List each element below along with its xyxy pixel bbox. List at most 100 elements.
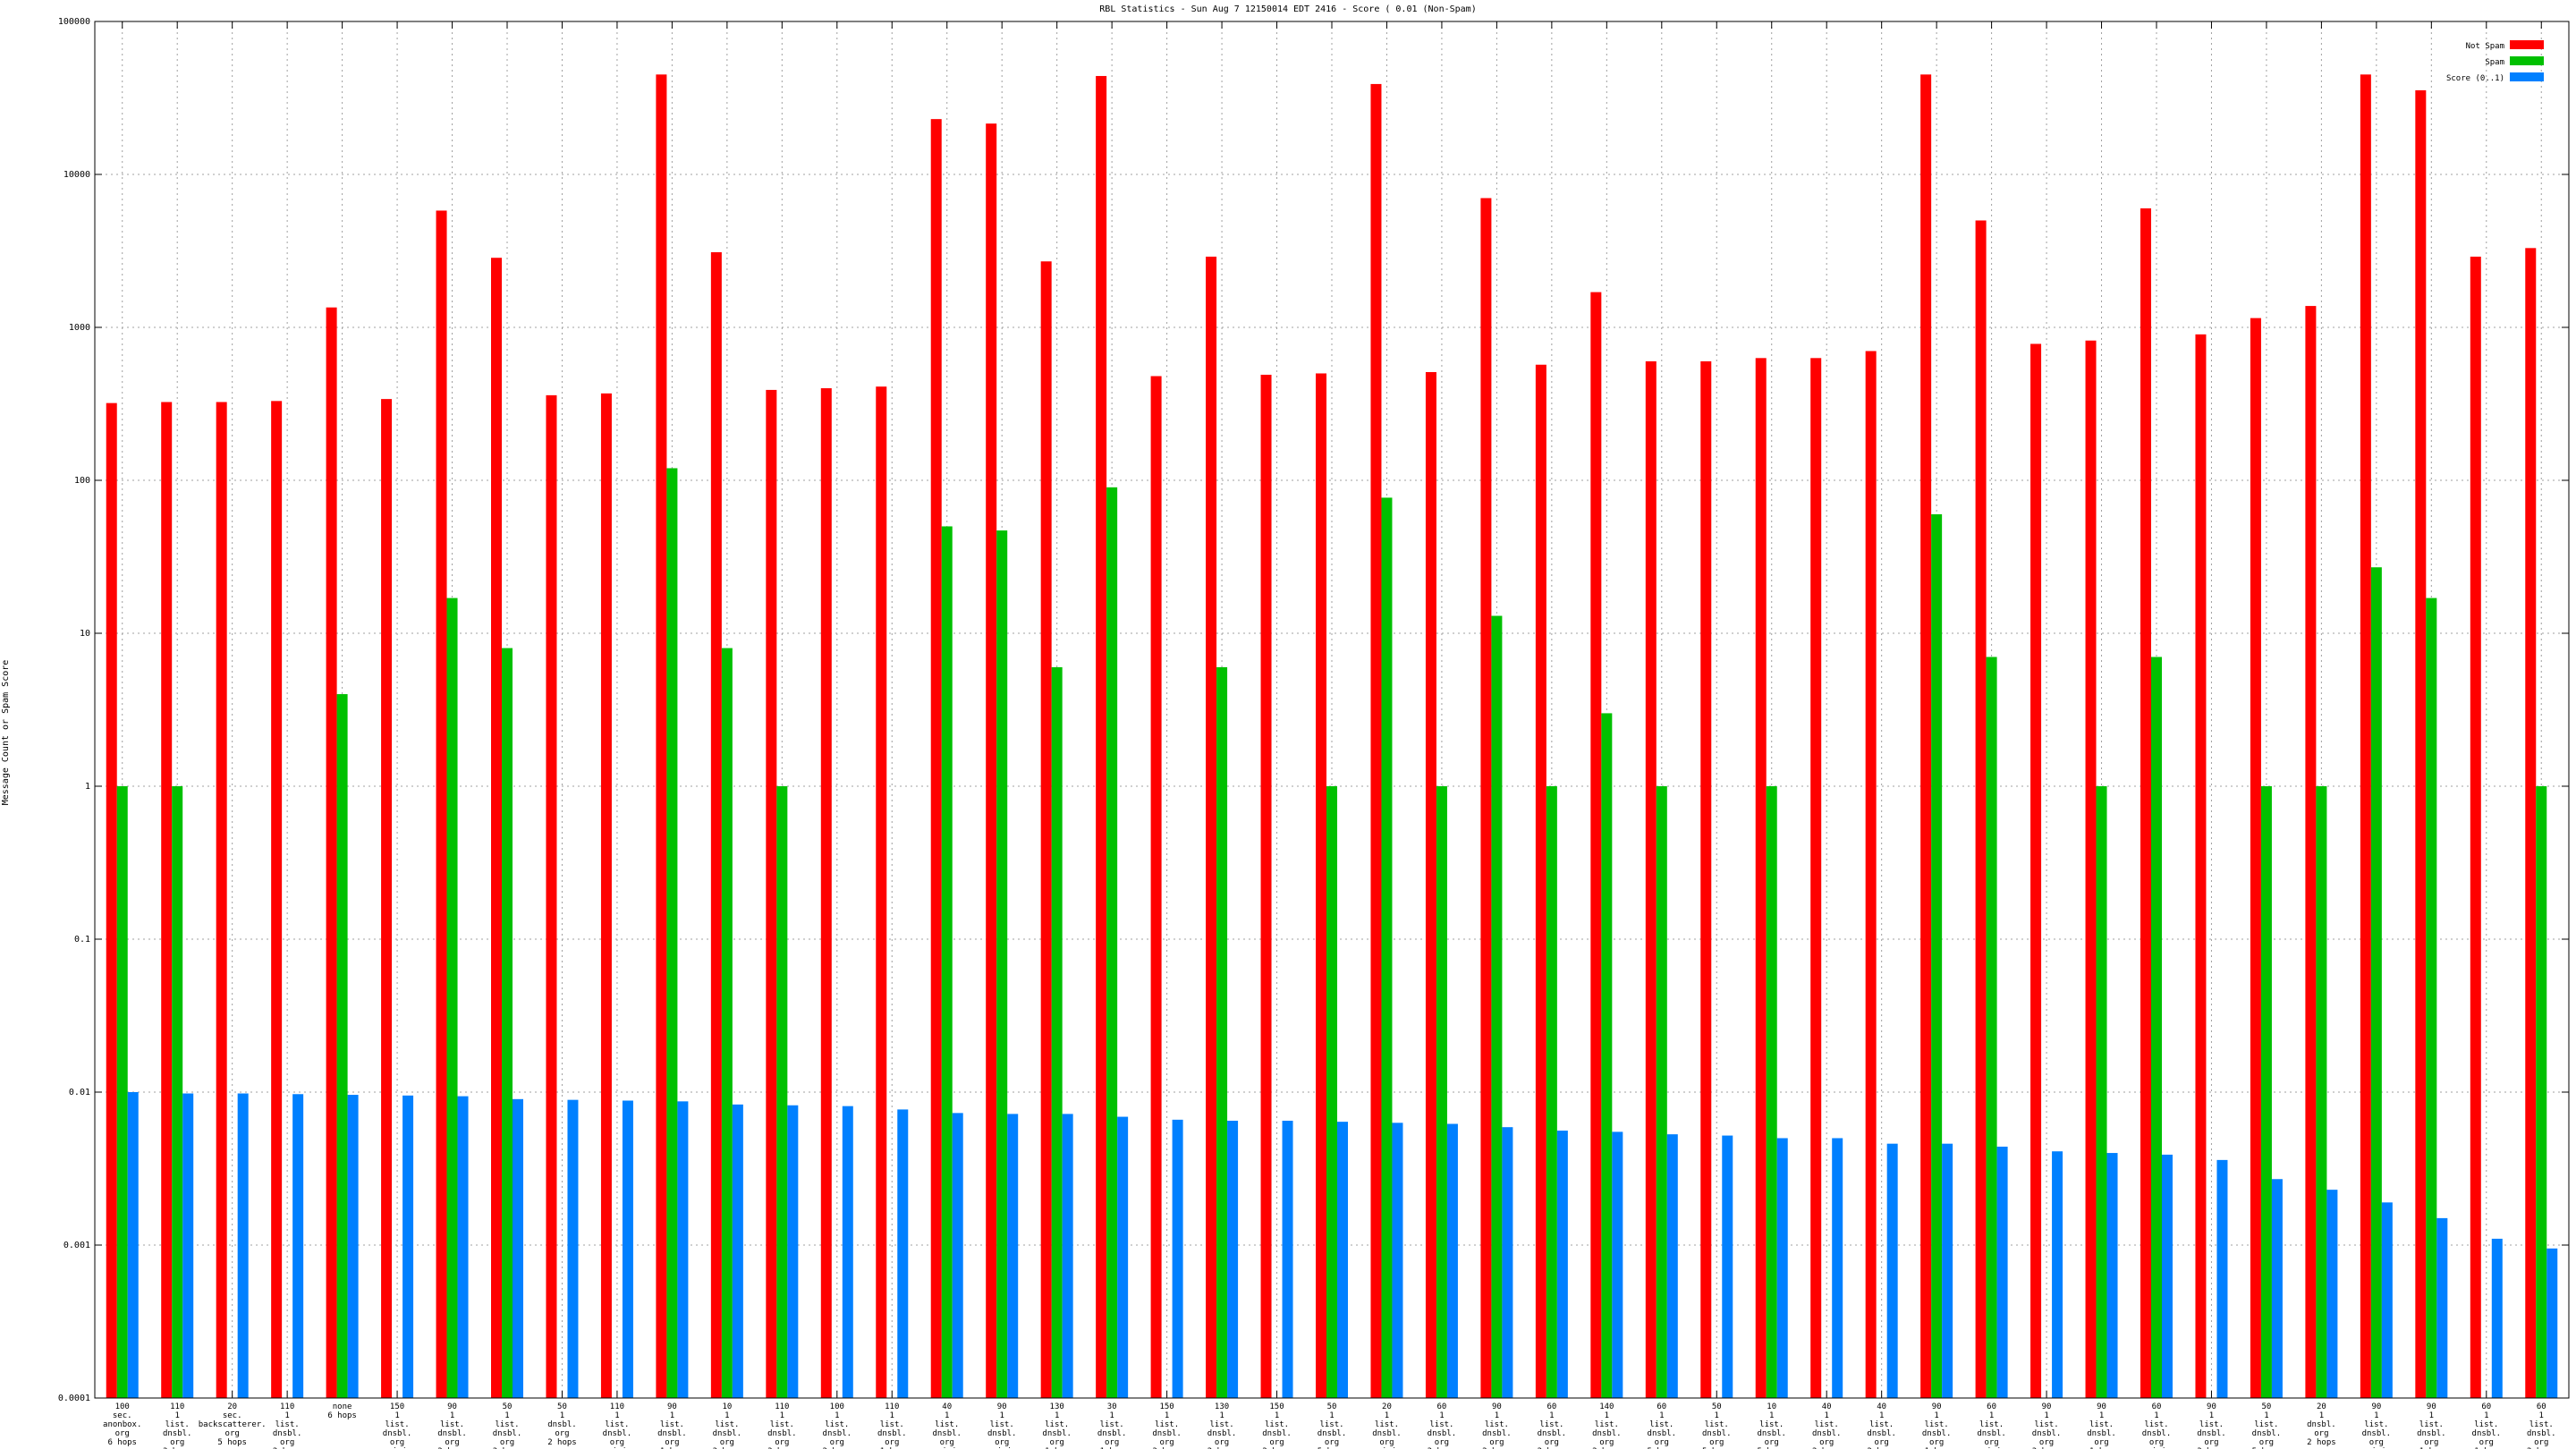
bar-score [1722, 1135, 1733, 1398]
bar-spam [1491, 615, 1503, 1398]
bar-not-spam [1040, 261, 1052, 1398]
bar-score [1117, 1116, 1129, 1398]
bar-not-spam [1425, 372, 1436, 1398]
y-tick-label: 0.0001 [58, 1394, 90, 1403]
bar-score [1556, 1131, 1568, 1398]
legend-not-spam-label: Not Spam [2466, 42, 2504, 51]
bar-spam [1381, 497, 1393, 1398]
y-tick-label: 0.001 [64, 1241, 90, 1250]
bar-score [1996, 1146, 2008, 1398]
bar-not-spam [1206, 256, 1217, 1398]
bar-not-spam [2415, 89, 2427, 1399]
bar-score [513, 1098, 523, 1398]
bar-score [1007, 1114, 1019, 1398]
bar-not-spam [2470, 256, 2481, 1398]
bar-not-spam [161, 402, 173, 1398]
bar-spam [2370, 567, 2382, 1398]
bars [106, 74, 2558, 1399]
x-category-label: 100 sec. anonbox. org 6 hops [103, 1402, 141, 1447]
bar-not-spam [271, 401, 283, 1398]
bar-not-spam [2525, 248, 2537, 1398]
bar-spam [172, 786, 183, 1398]
bar-score [1227, 1120, 1239, 1398]
bar-score [1776, 1138, 1788, 1398]
bar-score [1612, 1131, 1623, 1398]
bar-spam [1546, 786, 1557, 1398]
bar-not-spam [2085, 340, 2097, 1399]
bar-not-spam [546, 394, 557, 1398]
bar-score [787, 1105, 799, 1398]
legend-not-spam-swatch [2510, 40, 2544, 49]
bar-not-spam [2195, 334, 2207, 1399]
bar-score [2546, 1248, 2558, 1398]
bar-score [567, 1099, 579, 1398]
legend-spam-label: Spam [2485, 58, 2504, 67]
bar-not-spam [1480, 198, 1492, 1398]
bar-score [1502, 1127, 1513, 1398]
bar-spam [116, 786, 128, 1398]
bar-not-spam [216, 402, 227, 1398]
y-tick-label: 100000 [58, 17, 90, 27]
y-tick-label: 100 [74, 476, 90, 486]
bar-score [2326, 1190, 2338, 1398]
bar-score [1942, 1143, 1953, 1398]
x-axis-category-labels: 100 sec. anonbox. org 6 hops 110 1 list. dnsbl. o… [103, 1402, 2555, 1449]
bar-score [127, 1092, 139, 1398]
y-axis-ticks: 0.0001 0.001 0.01 0.1 1 10 100 1000 10000 100000 [58, 17, 2569, 1403]
bar-score [292, 1094, 304, 1398]
bar-score [1172, 1119, 1183, 1398]
bar-spam [1216, 666, 1228, 1398]
bar-spam [2151, 657, 2162, 1398]
bar-score [2491, 1238, 2503, 1398]
x-category-label: none 6 hops [327, 1402, 357, 1420]
bar-not-spam [986, 123, 997, 1398]
bar-not-spam [1316, 373, 1326, 1399]
y-tick-label: 10 [80, 629, 90, 639]
bar-not-spam [1150, 376, 1162, 1398]
bar-spam [721, 648, 733, 1398]
bar-not-spam [876, 386, 887, 1398]
bar-not-spam [1810, 358, 1822, 1399]
bar-not-spam [710, 251, 722, 1398]
bar-score [2271, 1179, 2283, 1398]
bar-not-spam [656, 74, 667, 1398]
legend-score-swatch [2510, 72, 2544, 81]
legend-score-label: Score (0..1) [2446, 74, 2504, 83]
bar-not-spam [600, 393, 612, 1398]
bar-not-spam [1535, 364, 1546, 1399]
bar-spam [1986, 657, 1997, 1398]
bar-not-spam [2030, 343, 2042, 1399]
bar-score [402, 1095, 414, 1398]
y-tick-label: 1000 [69, 323, 90, 333]
bar-spam [666, 468, 678, 1399]
bar-score [1666, 1134, 1678, 1398]
bar-score [622, 1100, 633, 1398]
bar-score [732, 1104, 743, 1398]
bar-not-spam [1920, 74, 1932, 1398]
bar-spam [1601, 713, 1613, 1398]
y-tick-label: 0.1 [74, 935, 90, 945]
bar-spam [941, 526, 953, 1398]
bar-score [1392, 1123, 1403, 1398]
bar-score [2436, 1217, 2448, 1398]
bar-spam [1051, 666, 1063, 1398]
bar-spam [2536, 786, 2547, 1398]
bar-spam [996, 530, 1008, 1398]
bar-score [2052, 1151, 2063, 1398]
bar-score [1062, 1114, 1073, 1398]
